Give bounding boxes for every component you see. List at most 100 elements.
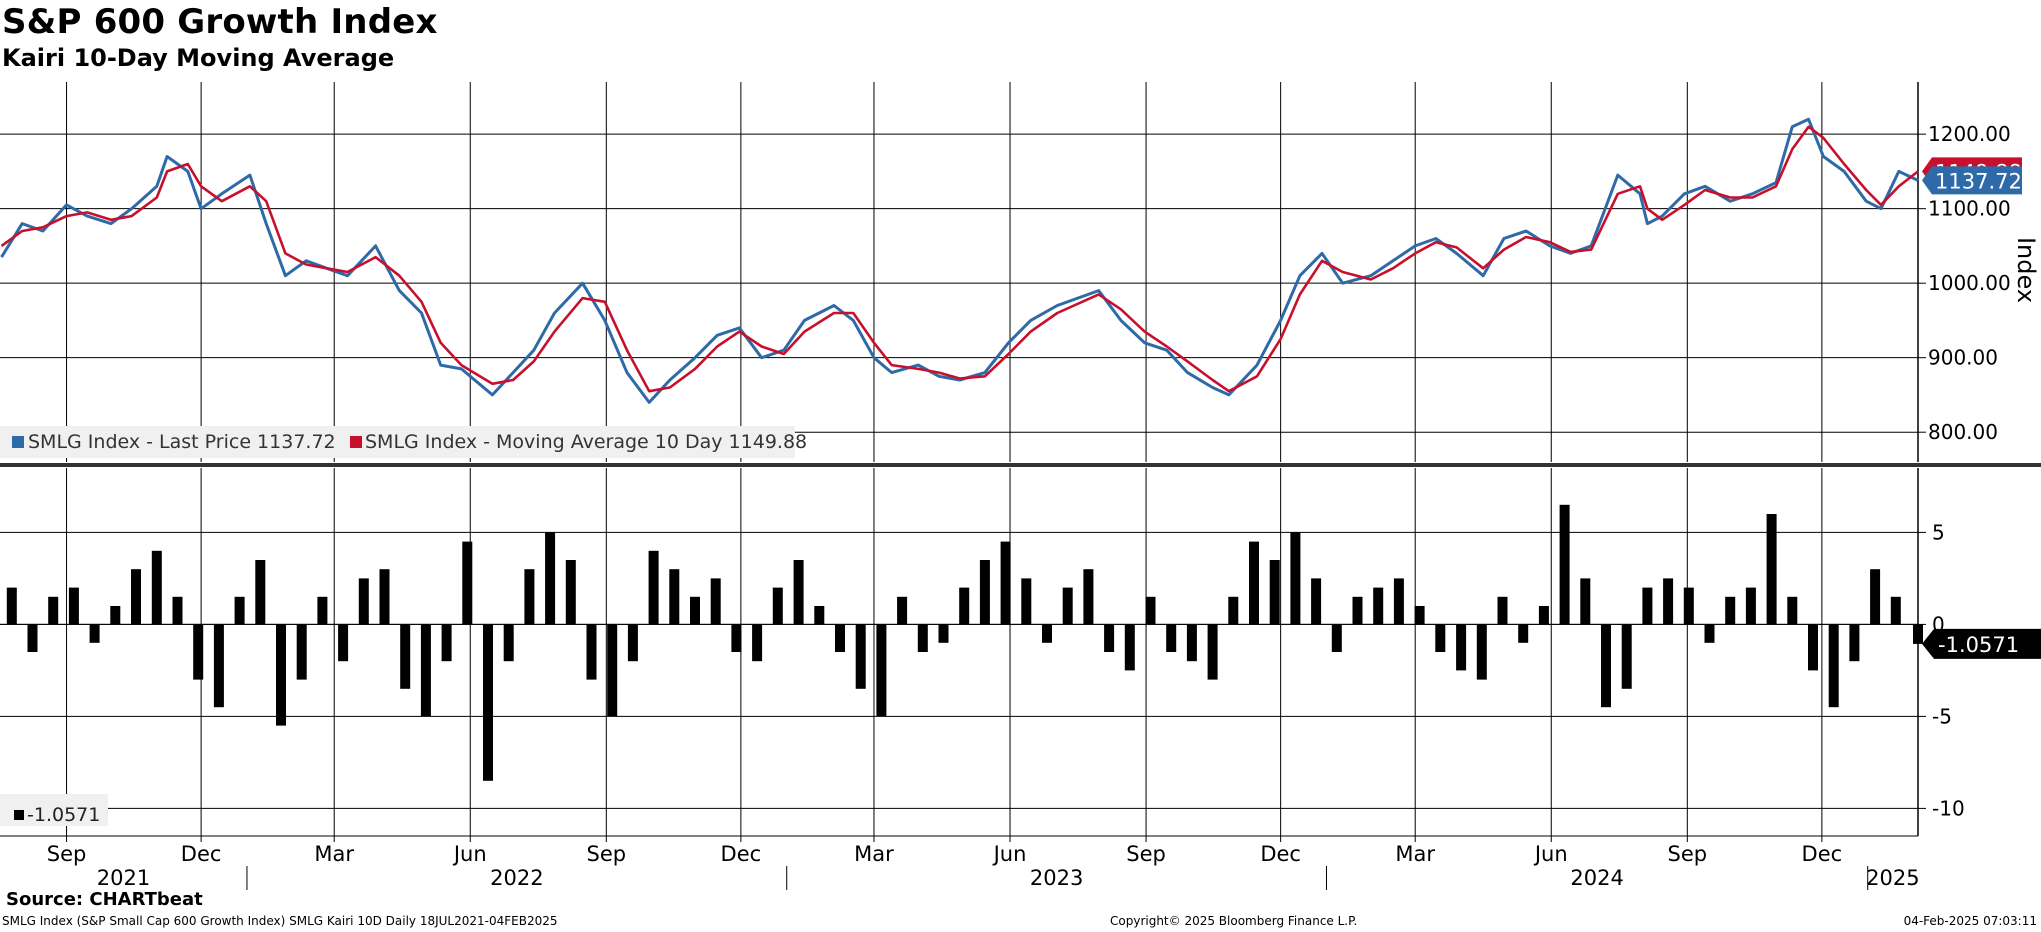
- kairi-bar: [400, 624, 411, 689]
- kairi-bar: [1745, 587, 1756, 625]
- kairi-bar: [151, 550, 162, 625]
- kairi-bar: [48, 596, 59, 625]
- kairi-bar: [1518, 624, 1529, 643]
- kairi-bar: [1331, 624, 1342, 652]
- kairi-bar: [1373, 587, 1384, 625]
- x-tick-label: Sep: [587, 842, 627, 866]
- kairi-bar: [1683, 587, 1694, 625]
- kairi-bar: [1663, 578, 1674, 625]
- series-line-moving-average: [0, 125, 1919, 393]
- kairi-bar: [89, 624, 100, 643]
- x-year-label: 2024: [1570, 866, 1623, 890]
- kairi-bar: [586, 624, 597, 680]
- kairi-bar: [68, 587, 79, 625]
- kairi-bar: [1787, 596, 1798, 625]
- x-tick-label: Dec: [181, 842, 222, 866]
- kairi-bar: [938, 624, 949, 643]
- kairi-last-value-tag: [1922, 628, 2041, 659]
- kairi-bar: [234, 596, 245, 625]
- x-tick-label: Dec: [721, 842, 762, 866]
- kairi-bar: [1435, 624, 1446, 652]
- kairi-bar: [1497, 596, 1508, 625]
- legend-swatch-kairi: [14, 810, 24, 820]
- x-tick-label: Sep: [47, 842, 87, 866]
- kairi-bar: [1393, 578, 1404, 625]
- kairi-bar: [110, 606, 121, 625]
- kairi-bar: [213, 624, 224, 708]
- kairi-bar: [1352, 596, 1363, 625]
- x-tick-label: Jun: [452, 842, 487, 866]
- kairi-bar: [483, 624, 493, 781]
- source-label: Source: CHARTbeat: [6, 889, 203, 910]
- x-tick-label: Jun: [1533, 842, 1568, 866]
- kairi-bar: [1207, 624, 1218, 680]
- kairi-bar: [876, 624, 887, 717]
- last-price-last-value-tag: [1922, 166, 2022, 195]
- kairi-bar: [1269, 560, 1280, 625]
- kairi-bar: [1145, 596, 1156, 625]
- kairi-bar: [855, 624, 866, 689]
- kairi-bar: [690, 596, 700, 625]
- kairi-bar: [6, 587, 17, 625]
- kairi-bar: [1062, 587, 1073, 625]
- legend-entry-kairi: -1.0571: [27, 804, 100, 826]
- kairi-bar: [1290, 532, 1301, 625]
- y-tick-label: 1000.00: [1928, 271, 2011, 295]
- kairi-bar: [1559, 504, 1570, 625]
- x-tick-label: Dec: [1802, 842, 1843, 866]
- kairi-bar: [752, 624, 763, 662]
- kairi-bar: [1890, 596, 1901, 625]
- kairi-bar: [1704, 624, 1715, 643]
- kairi-bar: [1414, 606, 1425, 625]
- kairi-bar: [296, 624, 307, 680]
- x-tick-label: Dec: [1260, 842, 1301, 866]
- kairi-bar: [1621, 624, 1632, 689]
- x-tick-label: Sep: [1668, 842, 1708, 866]
- kairi-bar: [648, 550, 659, 625]
- chart-subtitle: Kairi 10-Day Moving Average: [2, 44, 395, 72]
- series-description: SMLG Index (S&P Small Cap 600 Growth Ind…: [2, 914, 558, 928]
- legend-swatch-moving-average: [350, 436, 362, 448]
- kairi-bar: [979, 560, 990, 625]
- y-tick-label: 900.00: [1928, 346, 1998, 370]
- kairi-bar: [1642, 587, 1653, 625]
- kairi-bar: [379, 569, 390, 625]
- x-tick-label: Mar: [1395, 842, 1435, 866]
- legend-swatch-last-price: [12, 436, 24, 448]
- kairi-bar: [1766, 514, 1777, 625]
- kairi-bar: [835, 624, 845, 652]
- kairi-bar: [317, 596, 328, 625]
- kairi-bar: [959, 587, 970, 625]
- x-year-label: 2023: [1030, 866, 1083, 890]
- kairi-bar: [172, 596, 183, 625]
- y-tick-label: 5: [1932, 520, 1945, 544]
- x-year-label: 2022: [490, 866, 543, 890]
- x-tick-label: Mar: [314, 842, 354, 866]
- kairi-bar: [27, 624, 38, 652]
- y-tick-label: -10: [1932, 796, 1965, 820]
- kairi-bar: [1870, 569, 1881, 625]
- chart-title: S&P 600 Growth Index: [2, 2, 438, 42]
- kairi-bar: [710, 578, 721, 625]
- kairi-bar: [545, 532, 556, 625]
- kairi-bar: [255, 560, 266, 625]
- y-tick-label: -5: [1932, 704, 1952, 728]
- kairi-bar: [1311, 578, 1322, 625]
- kairi-bar: [1828, 624, 1839, 708]
- copyright-notice: Copyright© 2025 Bloomberg Finance L.P.: [1110, 914, 1358, 928]
- kairi-bar: [1249, 541, 1259, 625]
- kairi-bar: [1725, 596, 1736, 625]
- timestamp: 04-Feb-2025 07:03:11: [1903, 914, 2037, 928]
- y-axis-label: Index: [2012, 237, 2040, 303]
- kairi-bar: [1456, 624, 1467, 671]
- kairi-bar: [1228, 596, 1239, 625]
- kairi-bar: [1000, 541, 1011, 625]
- kairi-last-value-label: -1.0571: [1938, 633, 2019, 657]
- kairi-bar: [772, 587, 783, 625]
- legend-box: [0, 426, 795, 458]
- kairi-bar: [731, 624, 742, 652]
- last-price-last-value-label: 1137.72: [1935, 169, 2022, 193]
- kairi-bar: [1104, 624, 1115, 652]
- kairi-bar: [565, 560, 576, 625]
- kairi-bar: [441, 624, 452, 662]
